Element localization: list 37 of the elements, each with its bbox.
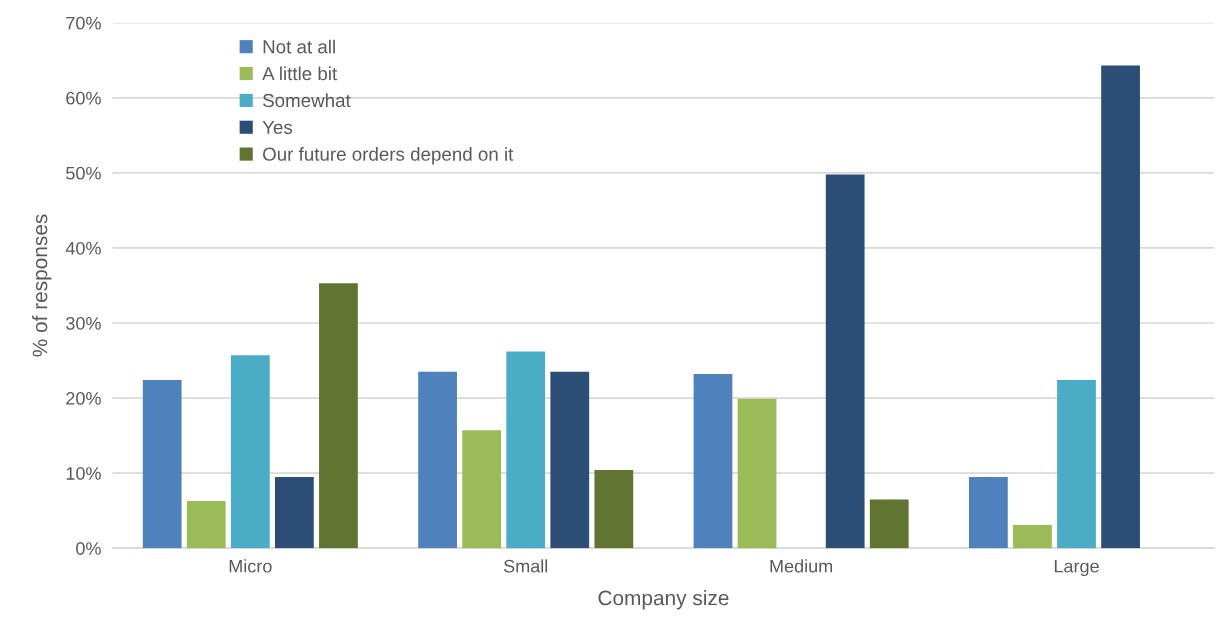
bar [825, 174, 865, 549]
y-axis-title: % of responses [32, 214, 52, 357]
bar [142, 380, 182, 549]
bar [1101, 65, 1140, 549]
y-tick-label: 20% [66, 392, 101, 405]
bar [594, 470, 634, 549]
x-tick-label: Micro [229, 559, 272, 573]
bar [418, 371, 457, 549]
x-tick-label: Small [503, 559, 548, 573]
y-tick-label: 10% [66, 467, 101, 480]
bar [1013, 524, 1052, 549]
y-tick-label: 40% [65, 241, 101, 255]
legend-label: Our future orders depend on it [263, 147, 514, 165]
x-axis-title: Company size [598, 590, 729, 610]
bar [693, 374, 733, 549]
bar [968, 476, 1008, 549]
x-tick-label: Large [1054, 559, 1099, 577]
bar [506, 351, 546, 549]
y-tick-label: 70% [66, 16, 101, 30]
bar [869, 499, 909, 549]
y-tick-label: 30% [66, 316, 101, 330]
y-tick-label: 0% [76, 542, 101, 555]
legend-label: Not at all [263, 39, 335, 54]
legend-label: Yes [262, 120, 293, 134]
y-tick-label: 60% [66, 91, 101, 105]
bar [550, 371, 590, 549]
legend-label: Somewhat [263, 93, 351, 108]
bar [1057, 380, 1096, 549]
bar [319, 283, 358, 549]
bar [230, 355, 270, 549]
bar [462, 430, 502, 549]
bar [274, 476, 314, 549]
x-tick-label: Medium [770, 559, 833, 573]
bar [737, 398, 777, 549]
legend-label: A little bit [262, 66, 338, 81]
y-tick-label: 50% [66, 166, 101, 180]
bar [186, 500, 226, 549]
